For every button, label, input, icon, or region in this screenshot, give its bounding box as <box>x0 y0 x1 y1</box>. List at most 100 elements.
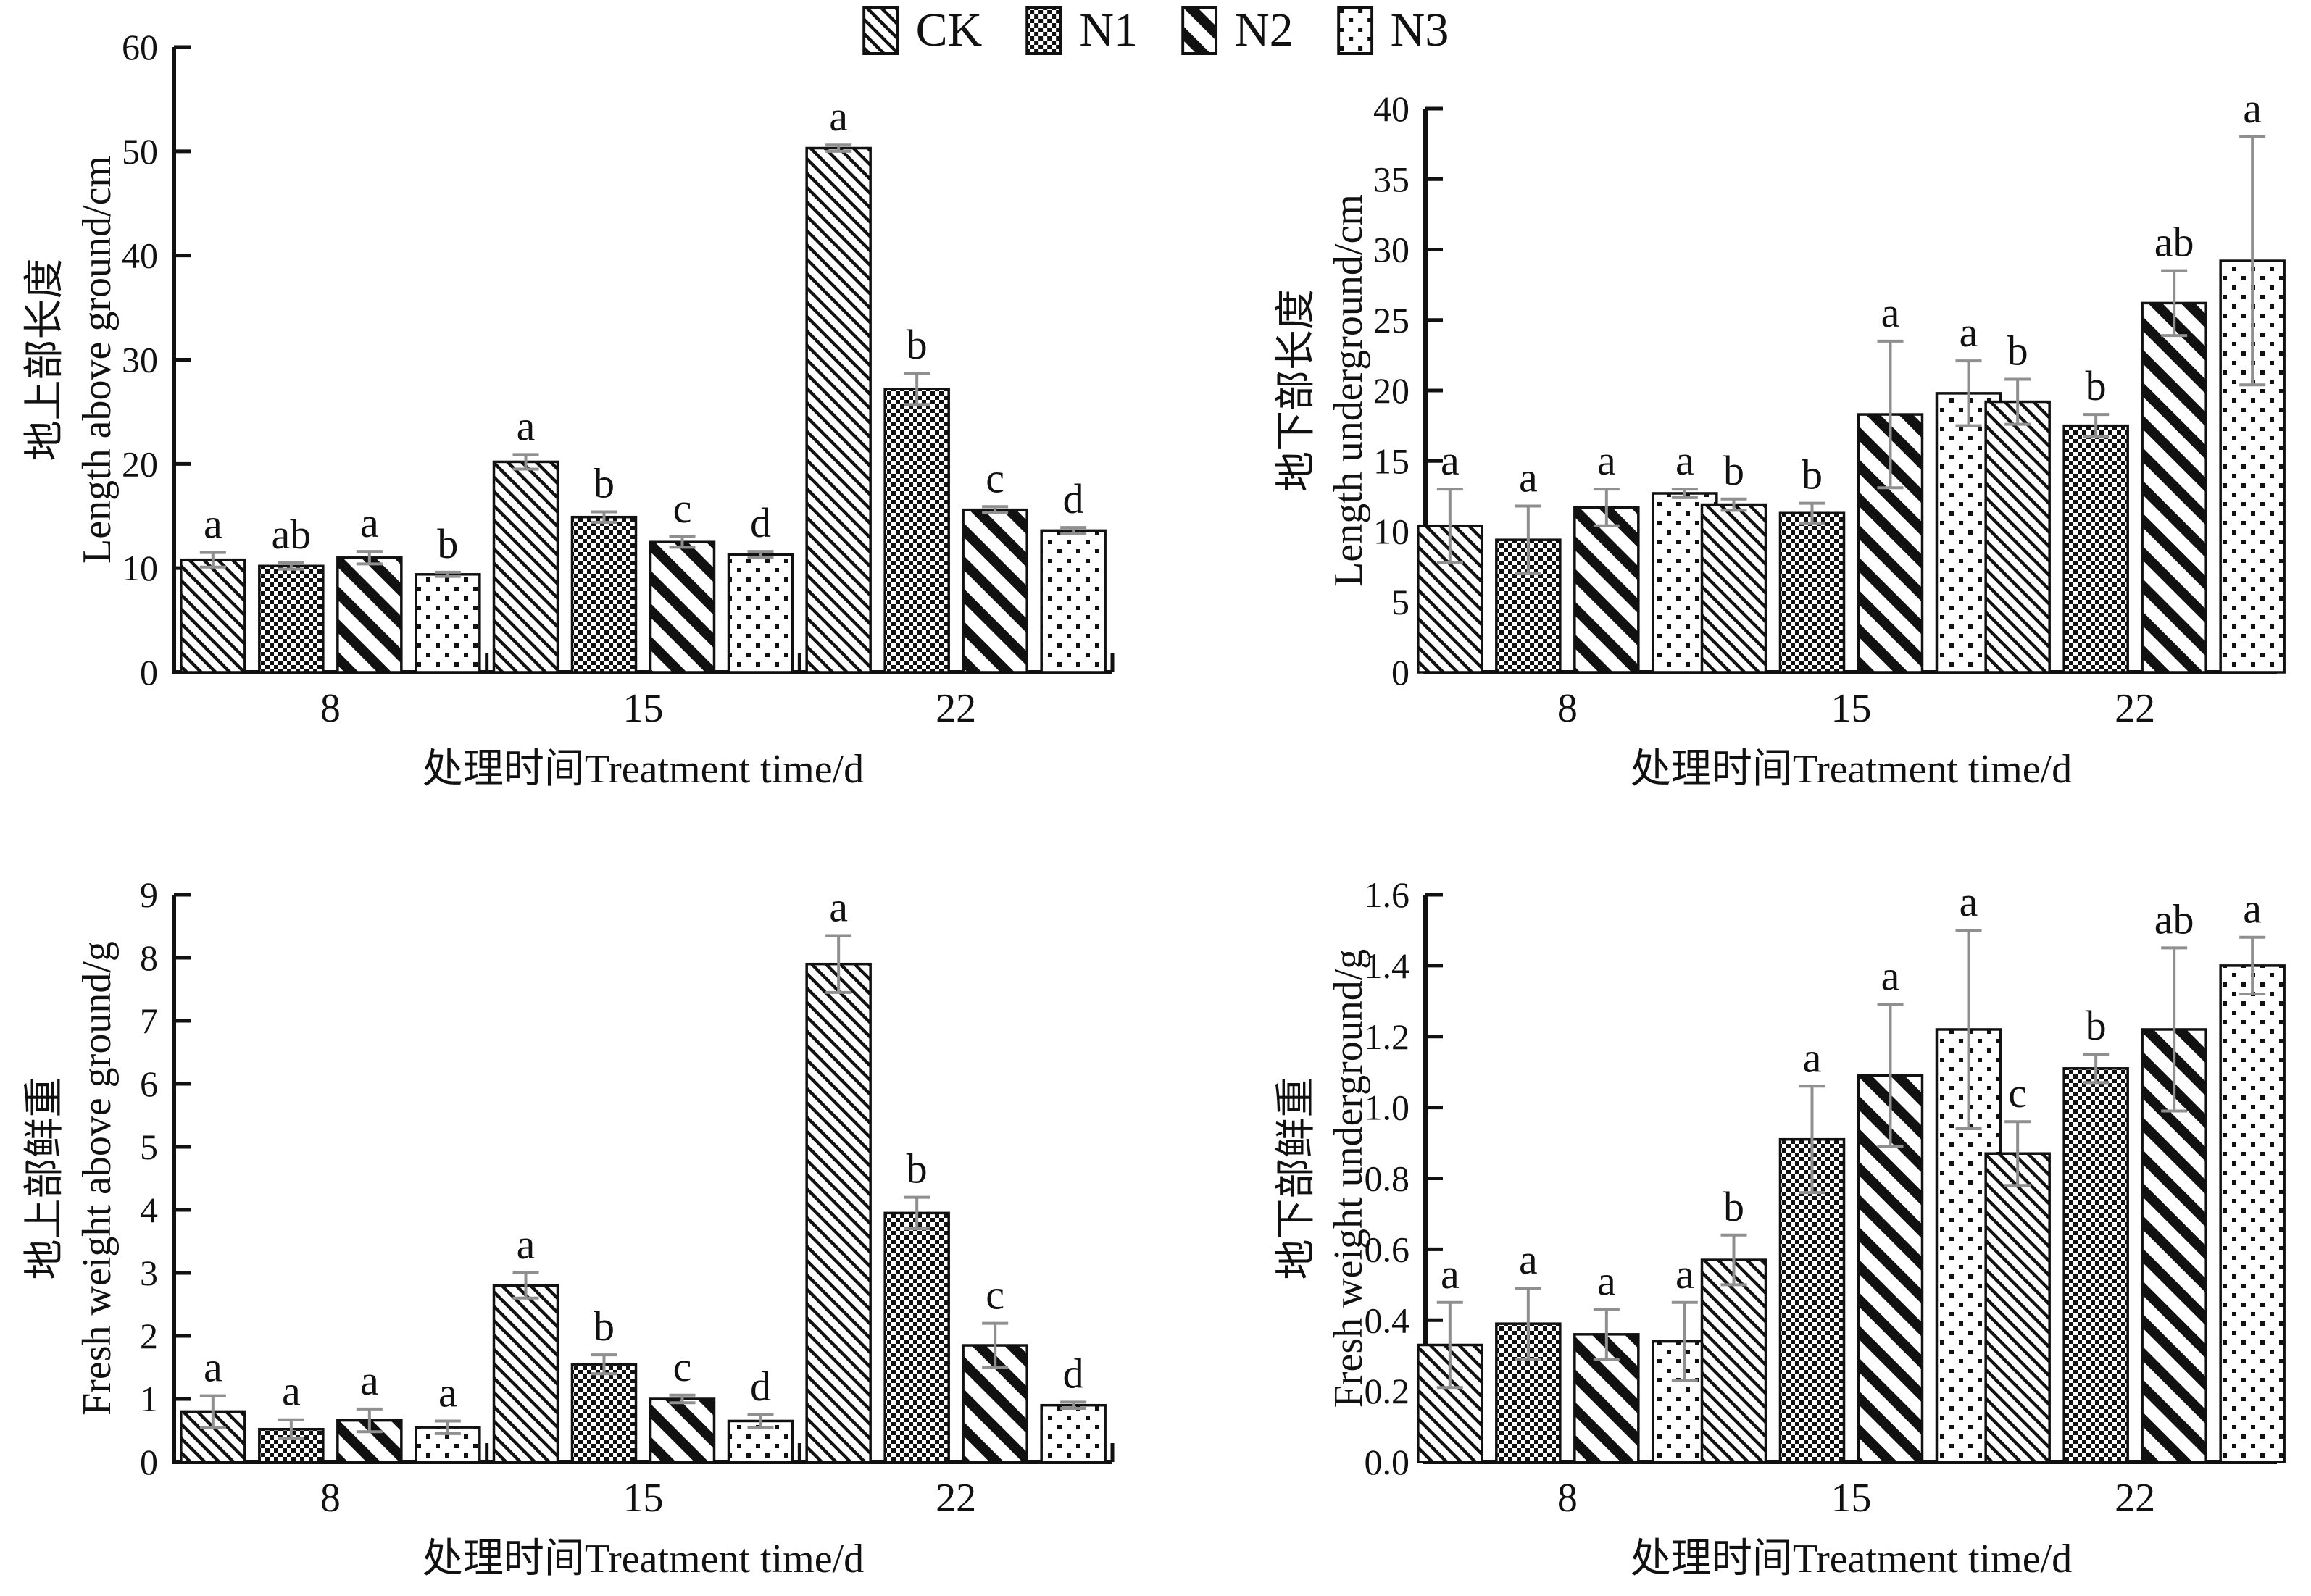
bar-N1-day15 <box>1778 511 1846 674</box>
sig-letter-N1-day22: b <box>2086 362 2107 409</box>
y-tick-label: 50 <box>122 131 158 172</box>
y-tick-label: 6 <box>140 1064 158 1104</box>
chart-svg-fresh-weight-underground: 0.00.20.40.60.81.01.21.41.6a a a a8baaa15cb… <box>1274 874 2286 1582</box>
y-tick-label: 5 <box>1391 582 1409 622</box>
error-bar-N3-day8 <box>1671 488 1698 499</box>
x-category-label: 8 <box>320 1476 341 1521</box>
bar-CK-day15 <box>1700 1258 1767 1463</box>
y-tick-label: 1.6 <box>1365 874 1410 915</box>
y-tick-label: 35 <box>1373 159 1409 199</box>
error-bar-N1-day22 <box>2083 413 2110 439</box>
sig-letter-N1-day15: b <box>594 459 615 506</box>
legend-item-n2: N2 <box>1181 6 1294 55</box>
sig-letter-N3-day15: a <box>1960 878 1978 925</box>
sig-letter-N2-day8: a <box>360 499 379 546</box>
y-tick-label: 30 <box>1373 230 1409 270</box>
y-tick-label: 0.0 <box>1365 1442 1410 1482</box>
y-tick-label: 30 <box>122 340 158 380</box>
y-tick-label: 3 <box>140 1253 158 1293</box>
error-bar-N2-day8 <box>1593 1308 1620 1361</box>
chart-fresh-weight-underground: 0.0 0.2 0.4 0.6 0.8 1.0 1.2 1.4 1.6 a a a a 8 b a a a 15 c b… <box>1156 801 2311 1592</box>
x-category-label: 15 <box>1831 1476 1872 1521</box>
error-bar-N1-day22 <box>904 372 930 406</box>
sig-letter-N2-day8: a <box>1597 1258 1616 1305</box>
error-bar-N3-day8 <box>434 570 461 578</box>
error-bar-N1-day8 <box>1515 504 1541 575</box>
sig-letter-CK-day15: b <box>1723 1183 1744 1230</box>
x-axis-title: 处理时间Treatment time/d <box>422 747 864 792</box>
bar-N1-day8 <box>258 564 325 674</box>
sig-letter-CK-day8: a <box>1441 437 1460 484</box>
error-bar-CK-day8 <box>199 1394 226 1429</box>
error-bar-N2-day22 <box>982 1321 1009 1369</box>
y-tick-label: 20 <box>122 443 158 484</box>
legend-swatch-rect <box>1181 6 1218 55</box>
sig-letter-N3-day15: a <box>1960 309 1978 356</box>
y-tick-label: 7 <box>140 1000 158 1041</box>
chart-length-underground: 0 5 10 15 20 25 30 35 40 a a a a 8 b b a a 15 b b ab a 22 处理时间Tr… <box>1156 0 2311 801</box>
sig-letter-N1-day15: a <box>1803 1034 1822 1081</box>
error-bar-N1-day8 <box>1515 1287 1541 1361</box>
error-bar-N3-day22 <box>2239 135 2266 387</box>
legend-item-ck: CK <box>862 6 982 55</box>
bar-CK-day15 <box>492 460 559 674</box>
x-category-label: 22 <box>2115 1476 2155 1521</box>
error-bar-CK-day15 <box>1720 1233 1747 1287</box>
error-bar-N3-day15 <box>1955 359 1982 427</box>
sig-letter-N1-day15: b <box>1802 451 1823 498</box>
sig-letter-N1-day8: a <box>1519 454 1538 501</box>
error-bar-CK-day22 <box>825 934 852 994</box>
y-tick-label: 0.4 <box>1365 1300 1410 1340</box>
error-bar-N2-day15 <box>1877 1003 1904 1148</box>
y-tick-label: 10 <box>122 548 158 588</box>
y-tick-label: 0.2 <box>1365 1371 1410 1411</box>
y-tick-label: 10 <box>1373 511 1409 552</box>
error-bar-N1-day15 <box>591 510 617 524</box>
y-tick-label: 0 <box>140 1442 158 1482</box>
bar-N1-day22 <box>2062 1067 2129 1463</box>
bar-N2-day15 <box>649 540 716 674</box>
y-tick-label: 1.0 <box>1365 1087 1410 1128</box>
sig-letter-N2-day15: a <box>1881 953 1900 1000</box>
x-category-label: 15 <box>1831 686 1872 731</box>
error-bar-N3-day15 <box>1955 928 1982 1130</box>
bar-N2-day22 <box>962 508 1028 674</box>
sig-letter-N2-day22: ab <box>2154 219 2194 266</box>
error-bar-N3-day22 <box>2239 935 2266 996</box>
sig-letter-N2-day8: a <box>1597 437 1616 484</box>
y-tick-label: 8 <box>140 937 158 978</box>
bar-N1-day22 <box>2062 424 2129 674</box>
legend-swatch-ck-icon <box>862 6 899 55</box>
error-bar-CK-day8 <box>1436 1300 1463 1390</box>
chart-fresh-weight-above-ground: 0 1 2 3 4 5 6 7 8 9 a a a a 8 a b c d 15 a b c d 22 处理时间Treatment… <box>0 801 1155 1592</box>
error-bar-N1-day15 <box>1799 501 1825 525</box>
sig-letter-N3-day15: d <box>750 1363 771 1410</box>
y-axis-title-en: Fresh weight underground/g <box>1326 949 1371 1408</box>
legend-swatch-n1-icon <box>1025 6 1062 55</box>
y-tick-label: 0.6 <box>1365 1229 1410 1269</box>
sig-letter-N3-day15: d <box>750 499 771 546</box>
error-bar-CK-day15 <box>512 1271 539 1300</box>
error-bar-N3-day22 <box>1060 1400 1087 1411</box>
bar-N2-day22 <box>2141 301 2207 674</box>
sig-letter-N3-day8: b <box>437 520 458 567</box>
sig-letter-N3-day8: a <box>438 1369 457 1416</box>
bar-N1-day22 <box>883 1211 950 1463</box>
error-bar-CK-day15 <box>1720 497 1747 512</box>
error-bar-CK-day8 <box>199 551 226 569</box>
x-category-label: 8 <box>320 686 341 731</box>
y-axis-title-en: Fresh weight above ground/g <box>75 941 120 1416</box>
sig-letter-CK-day15: b <box>1723 447 1744 494</box>
error-bar-N2-day8 <box>356 1407 383 1434</box>
bar-CK-day22 <box>805 962 872 1463</box>
error-bar-N2-day22 <box>982 505 1009 514</box>
bar-N2-day8 <box>1573 506 1640 674</box>
y-tick-label: 0 <box>1391 652 1409 693</box>
sig-letter-N2-day22: c <box>986 1271 1004 1319</box>
x-category-label: 22 <box>936 1476 976 1521</box>
sig-letter-N1-day22: b <box>907 1145 928 1192</box>
error-bar-CK-day15 <box>512 453 539 471</box>
sig-letter-CK-day8: a <box>1441 1250 1460 1298</box>
sig-letter-N2-day22: c <box>986 454 1004 501</box>
